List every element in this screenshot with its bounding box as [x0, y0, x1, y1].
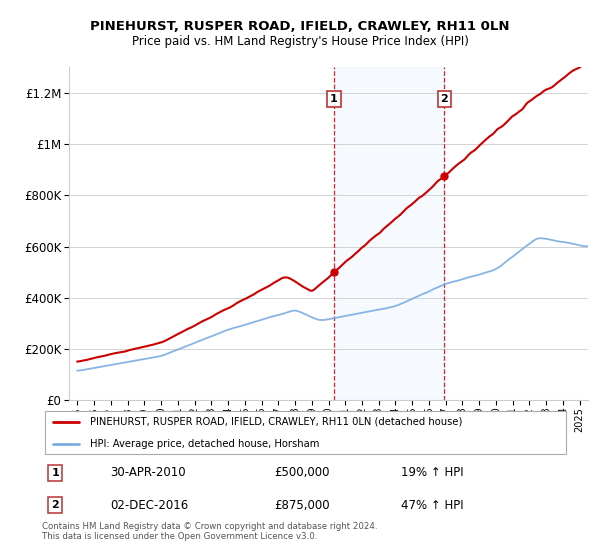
Text: 1: 1	[52, 468, 59, 478]
Text: 2: 2	[440, 94, 448, 104]
Text: 19% ↑ HPI: 19% ↑ HPI	[401, 466, 464, 479]
Text: Price paid vs. HM Land Registry's House Price Index (HPI): Price paid vs. HM Land Registry's House …	[131, 35, 469, 48]
Text: 47% ↑ HPI: 47% ↑ HPI	[401, 498, 464, 512]
Text: 30-APR-2010: 30-APR-2010	[110, 466, 186, 479]
Text: 2: 2	[52, 500, 59, 510]
Text: 1: 1	[330, 94, 338, 104]
Text: £875,000: £875,000	[274, 498, 330, 512]
Text: HPI: Average price, detached house, Horsham: HPI: Average price, detached house, Hors…	[89, 438, 319, 449]
Text: 02-DEC-2016: 02-DEC-2016	[110, 498, 189, 512]
FancyBboxPatch shape	[44, 411, 566, 454]
Text: £500,000: £500,000	[274, 466, 330, 479]
Text: PINEHURST, RUSPER ROAD, IFIELD, CRAWLEY, RH11 0LN: PINEHURST, RUSPER ROAD, IFIELD, CRAWLEY,…	[90, 20, 510, 32]
Bar	[334, 67, 445, 400]
Text: PINEHURST, RUSPER ROAD, IFIELD, CRAWLEY, RH11 0LN (detached house): PINEHURST, RUSPER ROAD, IFIELD, CRAWLEY,…	[89, 417, 462, 427]
Text: Contains HM Land Registry data © Crown copyright and database right 2024.
This d: Contains HM Land Registry data © Crown c…	[42, 522, 377, 542]
